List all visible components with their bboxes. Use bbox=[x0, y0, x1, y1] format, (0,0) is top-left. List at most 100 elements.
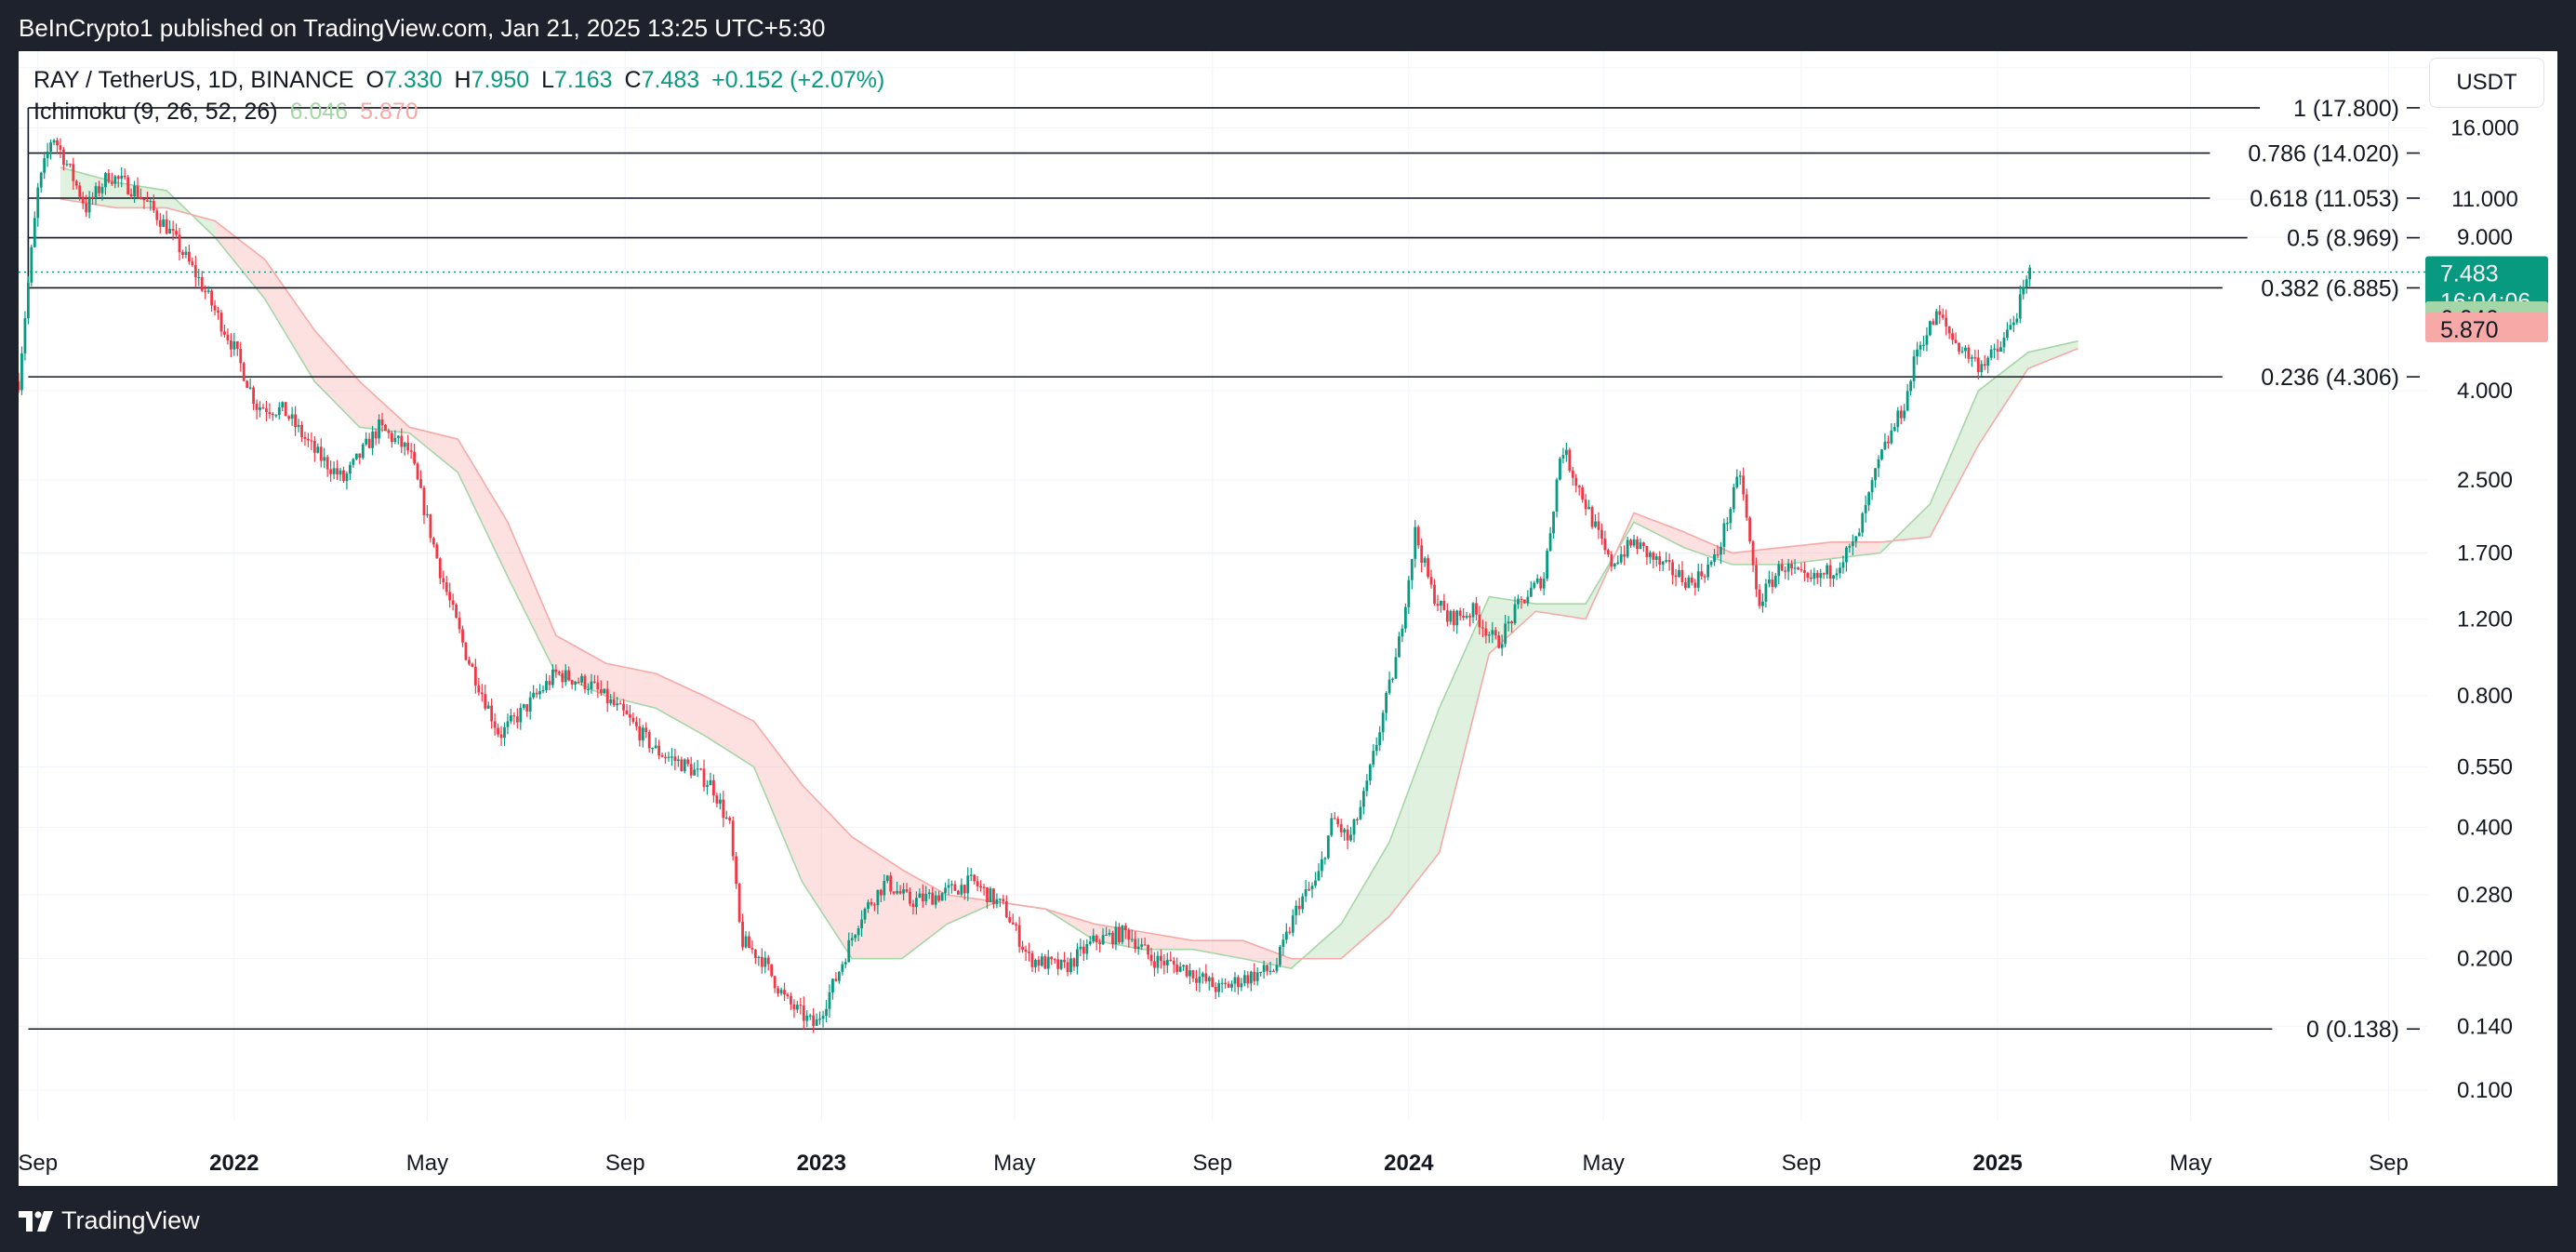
price-chart[interactable]: 1 (17.800) 0.786 (14.020) 0.618 (11.053) 0.… bbox=[19, 51, 2557, 1186]
candle-body bbox=[654, 745, 657, 749]
candle-body bbox=[380, 419, 384, 426]
candle-body bbox=[409, 450, 413, 452]
candle-body bbox=[1517, 598, 1520, 605]
candle-body bbox=[1535, 578, 1539, 583]
candle-body bbox=[162, 219, 166, 227]
candle-body bbox=[1700, 571, 1704, 577]
candle-body bbox=[671, 756, 673, 758]
candle-body bbox=[1507, 621, 1510, 624]
candle-body bbox=[1121, 926, 1124, 942]
candle-body bbox=[497, 727, 499, 735]
candle-body bbox=[1015, 924, 1018, 926]
footer-bar bbox=[0, 1186, 2576, 1252]
candle-body bbox=[1909, 380, 1913, 392]
candle-body bbox=[20, 353, 23, 391]
candle-body bbox=[1632, 539, 1636, 546]
candle-body bbox=[773, 976, 777, 989]
candle-body bbox=[1114, 926, 1118, 945]
candle-body bbox=[261, 407, 265, 409]
candle-body bbox=[1401, 628, 1404, 637]
cloud-segment bbox=[605, 663, 657, 709]
candle-body bbox=[915, 898, 918, 908]
candle-body bbox=[1552, 512, 1555, 534]
candle-body bbox=[815, 1019, 818, 1026]
cloud-segment bbox=[802, 784, 853, 959]
cloud-segment bbox=[1978, 352, 2028, 446]
cloud-segment bbox=[704, 696, 754, 767]
candle-body bbox=[909, 891, 911, 904]
ichimoku-badge-2-text-0: 5.870 bbox=[2440, 317, 2499, 343]
candle-body bbox=[1233, 977, 1237, 984]
candle-body bbox=[1037, 959, 1041, 966]
candle-body bbox=[1478, 614, 1481, 628]
candle-body bbox=[419, 479, 422, 488]
candle-body bbox=[1127, 929, 1131, 940]
legend-symbol[interactable]: RAY / TetherUS, 1D, BINANCE bbox=[33, 67, 354, 93]
candle-body bbox=[1790, 564, 1793, 569]
candle-body bbox=[406, 442, 410, 451]
x-tick-label-10: 2025 bbox=[1972, 1151, 2022, 1176]
candle-body bbox=[210, 290, 214, 306]
candle-body bbox=[1204, 973, 1208, 981]
candle-body bbox=[1088, 941, 1092, 944]
candle-body bbox=[1828, 565, 1832, 579]
candle-body bbox=[753, 949, 757, 958]
chart-area[interactable]: 1 (17.800) 0.786 (14.020) 0.618 (11.053) 0.… bbox=[19, 51, 2557, 1186]
fib-label-0: 0 (0.138) bbox=[2306, 1017, 2399, 1043]
candle-body bbox=[918, 893, 922, 899]
candle-body bbox=[764, 957, 767, 967]
candle-body bbox=[1024, 949, 1028, 952]
candle-body bbox=[1445, 610, 1449, 622]
candle-body bbox=[1671, 562, 1674, 576]
currency-unit-button[interactable]: USDT bbox=[2429, 58, 2544, 108]
candle-body bbox=[149, 201, 153, 203]
candle-body bbox=[1059, 959, 1063, 969]
candle-body bbox=[2028, 267, 2032, 280]
x-tick-label-3: Sep bbox=[605, 1151, 645, 1176]
candle-body bbox=[1883, 441, 1887, 450]
candle-body bbox=[219, 313, 223, 332]
candle-body bbox=[612, 699, 616, 706]
y-tick-label-7: 1.200 bbox=[2457, 606, 2513, 632]
fib-label-0.618: 0.618 (11.053) bbox=[2250, 186, 2399, 212]
candle-body bbox=[1771, 579, 1774, 587]
candle-body bbox=[702, 768, 706, 787]
candle-body bbox=[567, 670, 571, 681]
candle-body bbox=[618, 703, 622, 705]
candle-body bbox=[503, 726, 506, 739]
ichimoku-badge-2-bg bbox=[2425, 312, 2548, 342]
candle-body bbox=[860, 919, 863, 928]
candle-body bbox=[605, 688, 609, 704]
candle-body bbox=[712, 779, 715, 796]
candle-body bbox=[931, 892, 935, 905]
candle-body bbox=[1034, 959, 1037, 967]
candle-body bbox=[937, 895, 941, 901]
legend-close-label: C bbox=[624, 67, 642, 93]
candle-body bbox=[65, 164, 69, 166]
candle-body bbox=[1793, 567, 1797, 569]
candle-body bbox=[1954, 340, 1958, 343]
cloud-segment bbox=[1143, 932, 1193, 950]
candle-body bbox=[535, 692, 538, 695]
candle-body bbox=[52, 140, 56, 143]
fib-label-1: 1 (17.800) bbox=[2293, 96, 2399, 122]
candle-body bbox=[574, 682, 578, 685]
candle-body bbox=[1268, 970, 1272, 972]
legend-close-value: 7.483 bbox=[641, 67, 700, 93]
candle-body bbox=[1420, 545, 1424, 564]
candle-body bbox=[413, 451, 417, 464]
candle-body bbox=[1713, 553, 1716, 563]
candle-body bbox=[319, 446, 323, 461]
candle-body bbox=[879, 889, 883, 896]
tradingview-logo[interactable]: TradingView bbox=[19, 1206, 200, 1235]
candle-body bbox=[1841, 562, 1845, 568]
candle-body bbox=[889, 875, 893, 892]
candle-body bbox=[1729, 509, 1733, 524]
candle-body bbox=[342, 470, 345, 482]
candle-body bbox=[1986, 357, 1990, 366]
legend-indicator-name[interactable]: Ichimoku (9, 26, 52, 26) bbox=[33, 99, 278, 125]
candle-body bbox=[1864, 504, 1867, 513]
candle-body bbox=[1487, 634, 1491, 636]
candle-body bbox=[805, 1015, 809, 1021]
candle-body bbox=[590, 681, 593, 689]
